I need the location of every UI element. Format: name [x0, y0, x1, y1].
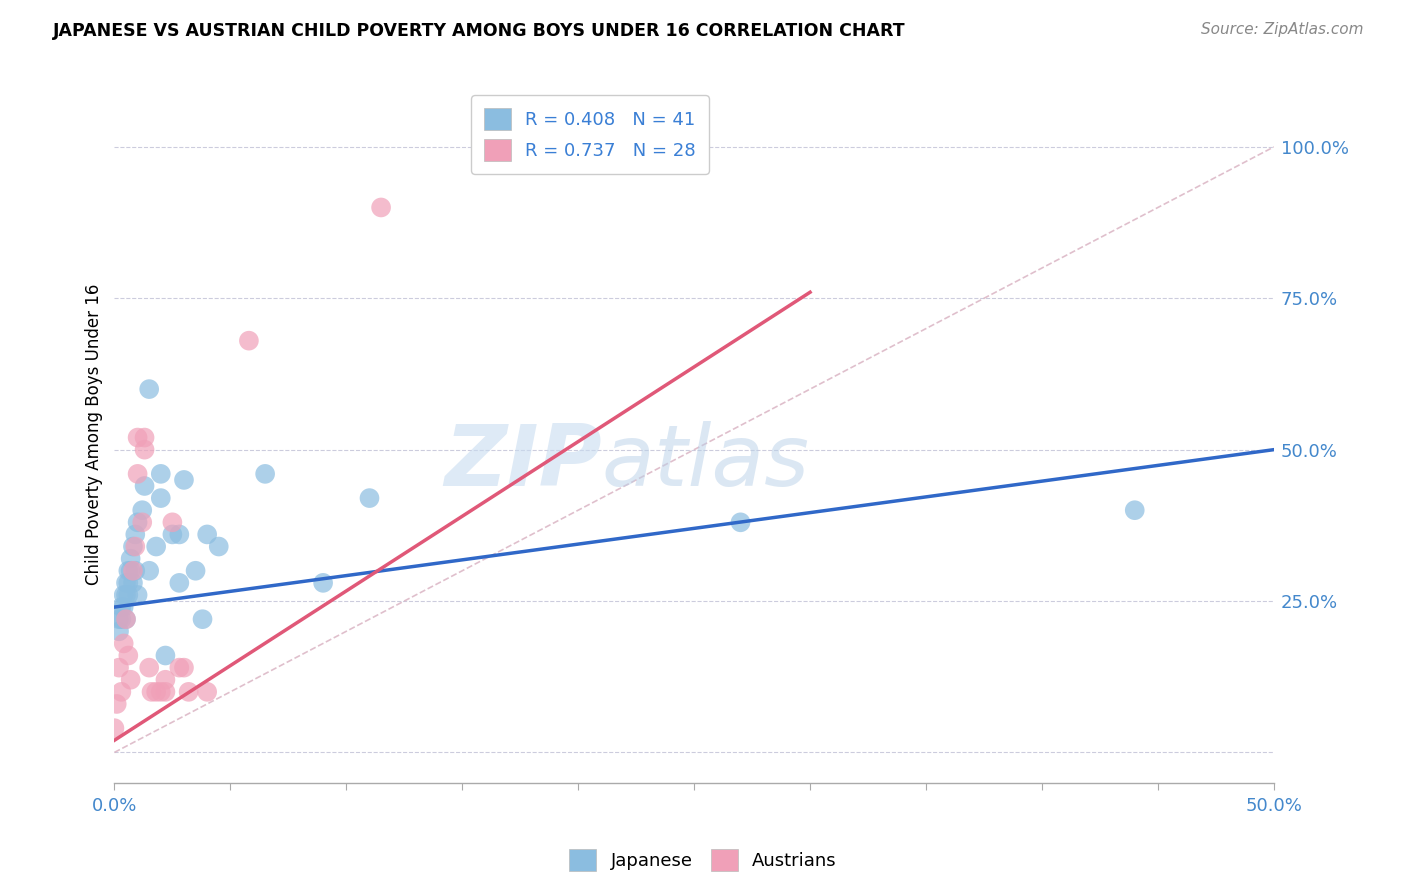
Point [122, 540, 145, 554]
Point [115, 588, 138, 602]
Point [155, 648, 177, 663]
Point [162, 527, 184, 541]
Point [145, 540, 167, 554]
Point [254, 467, 277, 481]
Point [184, 564, 207, 578]
Point [120, 673, 142, 687]
Point [110, 612, 132, 626]
Point [127, 431, 149, 445]
Point [312, 575, 335, 590]
Point [155, 685, 177, 699]
Point [141, 685, 163, 699]
Point [138, 660, 160, 674]
Point [138, 564, 160, 578]
Point [117, 588, 139, 602]
Point [138, 382, 160, 396]
Point [149, 467, 172, 481]
Y-axis label: Child Poverty Among Boys Under 16: Child Poverty Among Boys Under 16 [86, 284, 103, 585]
Point [730, 516, 752, 530]
Point [173, 473, 195, 487]
Point [112, 600, 135, 615]
Point [162, 516, 184, 530]
Point [115, 612, 138, 626]
Legend: Japanese, Austrians: Japanese, Austrians [562, 842, 844, 879]
Point [120, 564, 142, 578]
Point [191, 612, 214, 626]
Point [195, 527, 218, 541]
Point [122, 575, 145, 590]
Point [110, 600, 132, 615]
Point [115, 575, 138, 590]
Point [108, 612, 131, 626]
Point [103, 721, 125, 735]
Point [134, 442, 156, 457]
Point [108, 624, 131, 639]
Point [359, 491, 381, 505]
Point [124, 527, 146, 541]
Text: atlas: atlas [602, 421, 810, 504]
Point [169, 575, 191, 590]
Legend: R = 0.408   N = 41, R = 0.737   N = 28: R = 0.408 N = 41, R = 0.737 N = 28 [471, 95, 709, 174]
Text: ZIP: ZIP [444, 421, 602, 504]
Point [131, 516, 153, 530]
Point [169, 660, 191, 674]
Point [117, 575, 139, 590]
Point [117, 564, 139, 578]
Point [1123, 503, 1146, 517]
Point [134, 431, 156, 445]
Point [112, 588, 135, 602]
Text: Source: ZipAtlas.com: Source: ZipAtlas.com [1201, 22, 1364, 37]
Point [124, 540, 146, 554]
Point [149, 491, 172, 505]
Point [238, 334, 260, 348]
Point [131, 503, 153, 517]
Text: JAPANESE VS AUSTRIAN CHILD POVERTY AMONG BOYS UNDER 16 CORRELATION CHART: JAPANESE VS AUSTRIAN CHILD POVERTY AMONG… [53, 22, 905, 40]
Point [145, 685, 167, 699]
Point [195, 685, 218, 699]
Point [115, 612, 138, 626]
Point [124, 564, 146, 578]
Point [117, 648, 139, 663]
Point [208, 540, 231, 554]
Point [127, 516, 149, 530]
Point [127, 588, 149, 602]
Point [112, 636, 135, 650]
Point [155, 673, 177, 687]
Point [134, 479, 156, 493]
Point [120, 551, 142, 566]
Point [110, 685, 132, 699]
Point [370, 201, 392, 215]
Point [173, 660, 195, 674]
Point [127, 467, 149, 481]
Point [105, 697, 128, 711]
Point [177, 685, 200, 699]
Point [108, 660, 131, 674]
Point [149, 685, 172, 699]
Point [169, 527, 191, 541]
Point [122, 564, 145, 578]
